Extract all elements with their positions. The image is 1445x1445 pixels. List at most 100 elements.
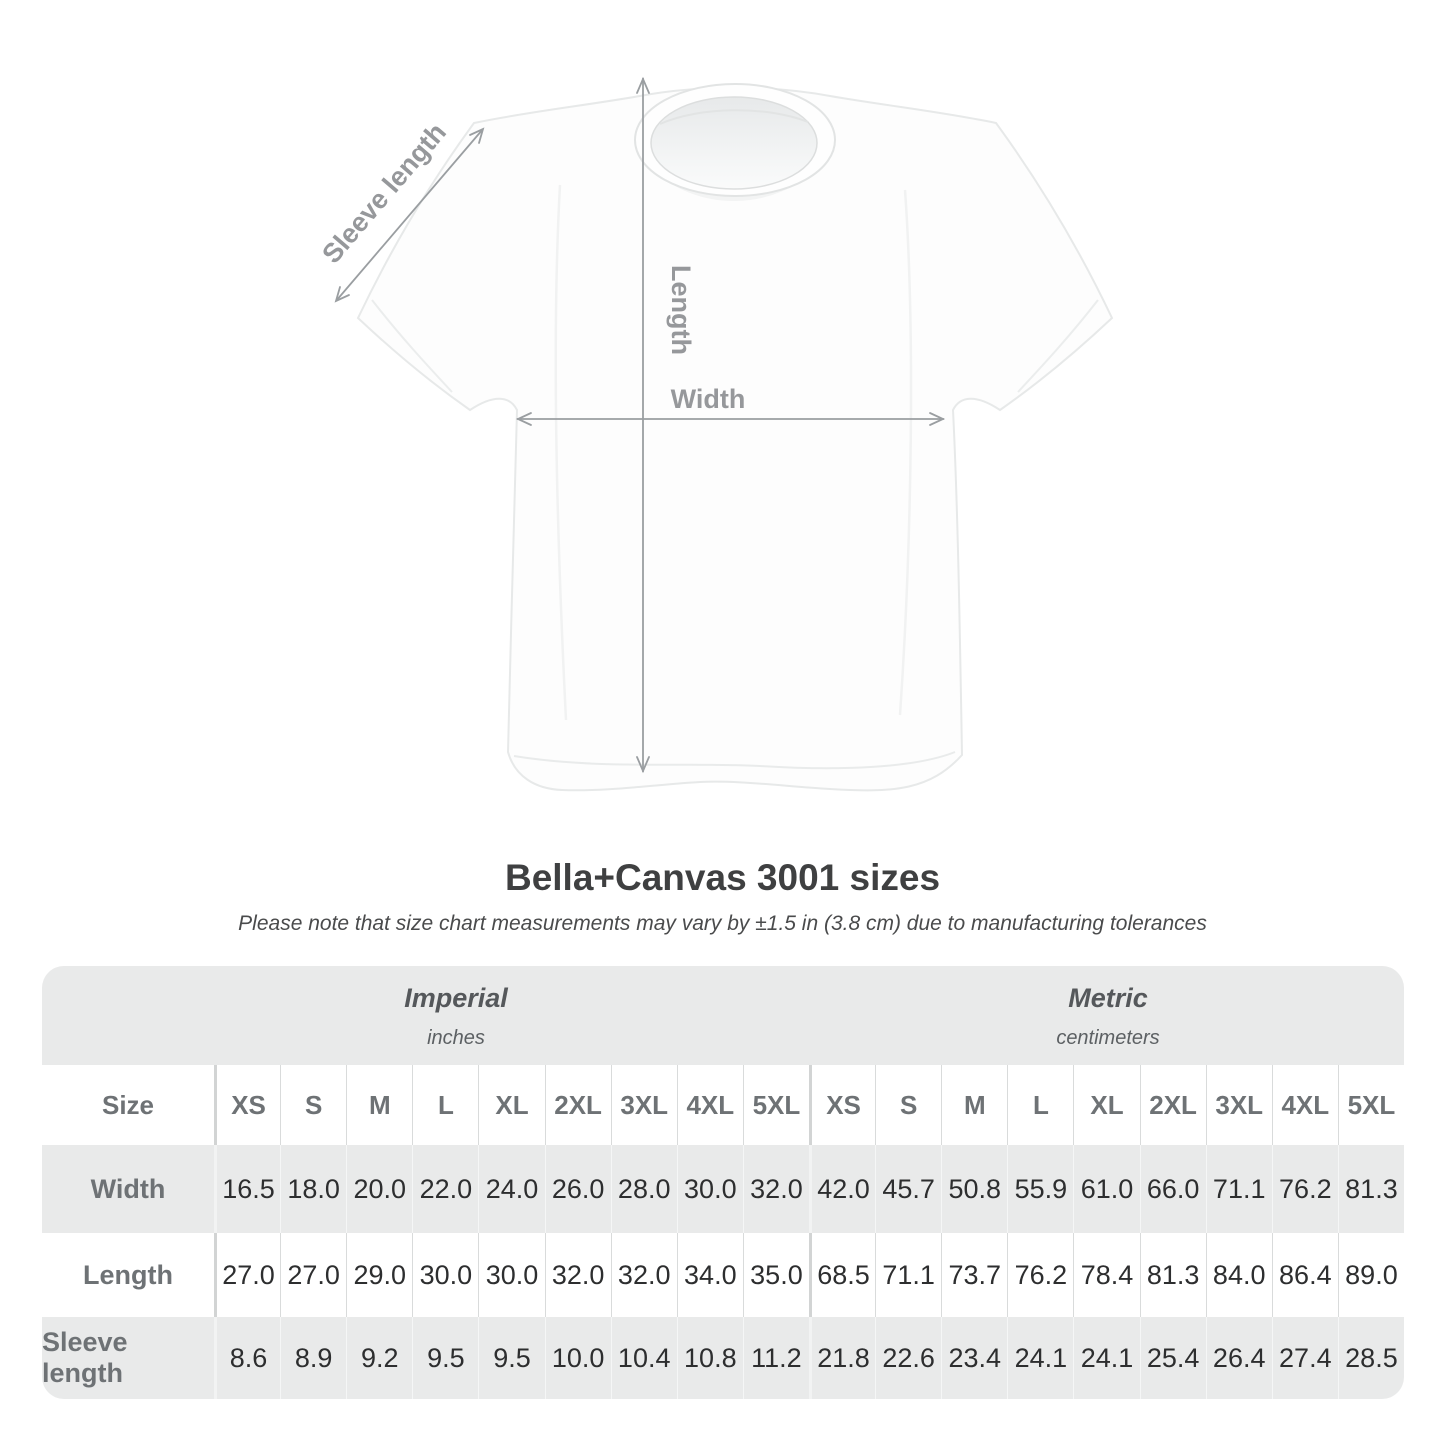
width-row: Width 16.5 18.0 20.0 22.0 24.0 26.0 28.0…: [42, 1145, 1404, 1233]
cell: 89.0: [1337, 1233, 1404, 1317]
arrowhead-right: [929, 412, 946, 426]
cell: 30.0: [478, 1233, 544, 1317]
row-label: Sleeve length: [42, 1327, 128, 1388]
cell: 61.0: [1073, 1145, 1139, 1233]
cell: 9.2: [346, 1317, 412, 1399]
cell: 86.4: [1271, 1233, 1338, 1317]
size-col-header: XS: [214, 1065, 280, 1145]
cell: 73.7: [941, 1233, 1007, 1317]
size-col-header: L: [412, 1065, 478, 1145]
cell: 8.9: [280, 1317, 346, 1399]
arrowhead-upper: [469, 127, 485, 144]
cell: 20.0: [346, 1145, 412, 1233]
cell: 32.0: [742, 1145, 809, 1233]
cell: 32.0: [610, 1233, 677, 1317]
cell: 84.0: [1205, 1233, 1272, 1317]
size-chart-table: Imperial inches Metric centimeters Size …: [42, 966, 1404, 1399]
hem-stitch: [513, 751, 956, 770]
width-arrow: [515, 412, 946, 426]
size-col-header: 2XL: [1139, 1065, 1206, 1145]
cell: 22.0: [412, 1145, 478, 1233]
cell: 27.0: [214, 1233, 280, 1317]
cell: 71.1: [875, 1233, 941, 1317]
arrowhead-up: [636, 76, 650, 94]
cell: 68.5: [809, 1233, 875, 1317]
cell: 30.0: [412, 1233, 478, 1317]
wrinkle: [898, 189, 913, 716]
sleeve-length-arrow: [334, 127, 485, 303]
size-col-header: 5XL: [742, 1065, 809, 1145]
cell: 26.4: [1205, 1317, 1272, 1399]
row-label: Length: [83, 1259, 173, 1290]
metric-sublabel: centimeters: [1056, 1027, 1160, 1049]
imperial-label: Imperial: [404, 983, 508, 1013]
cell: 10.0: [544, 1317, 611, 1399]
arrowhead-down: [636, 756, 650, 774]
size-col-header: 5XL: [1337, 1065, 1404, 1145]
imperial-sublabel: inches: [427, 1027, 485, 1049]
cell: 50.8: [941, 1145, 1007, 1233]
cell: 76.2: [1271, 1145, 1338, 1233]
row-label: Width: [90, 1173, 166, 1204]
wrinkle: [554, 184, 568, 721]
cell: 27.4: [1271, 1317, 1338, 1399]
metric-header: Metric centimeters: [812, 966, 1404, 1065]
cell: 26.0: [544, 1145, 611, 1233]
cell: 81.3: [1337, 1145, 1404, 1233]
size-col-header: 2XL: [544, 1065, 611, 1145]
length-label: Length: [666, 265, 696, 355]
cell: 45.7: [875, 1145, 941, 1233]
cell: 9.5: [478, 1317, 544, 1399]
cell: 18.0: [280, 1145, 346, 1233]
arrowhead-left: [515, 412, 532, 426]
cell: 30.0: [676, 1145, 743, 1233]
size-col-header: 3XL: [610, 1065, 677, 1145]
cell: 21.8: [809, 1317, 875, 1399]
size-col-header: 4XL: [676, 1065, 743, 1145]
width-label: Width: [671, 384, 746, 414]
cell: 28.0: [610, 1145, 677, 1233]
cell: 66.0: [1139, 1145, 1206, 1233]
cell: 8.6: [214, 1317, 280, 1399]
cell: 24.0: [478, 1145, 544, 1233]
cell: 34.0: [676, 1233, 743, 1317]
neck-opening: [650, 96, 818, 190]
tshirt-body: [356, 86, 1114, 792]
size-col-header: S: [280, 1065, 346, 1145]
unit-header-band: Imperial inches Metric centimeters: [42, 966, 1404, 1065]
cell: 22.6: [875, 1317, 941, 1399]
size-col-header: XL: [1073, 1065, 1139, 1145]
cell: 55.9: [1007, 1145, 1073, 1233]
cell: 25.4: [1139, 1317, 1206, 1399]
cell: 9.5: [412, 1317, 478, 1399]
cell: 81.3: [1139, 1233, 1206, 1317]
left-cuff-seam: [371, 299, 453, 393]
metric-label: Metric: [1068, 983, 1148, 1013]
size-col-header: M: [346, 1065, 412, 1145]
size-header-row: Size XS S M L XL 2XL 3XL 4XL 5XL XS S M …: [42, 1065, 1404, 1145]
cell: 76.2: [1007, 1233, 1073, 1317]
cell: 71.1: [1205, 1145, 1272, 1233]
sleeve-length-row: Sleeve length 8.6 8.9 9.2 9.5 9.5 10.0 1…: [42, 1317, 1404, 1399]
cell: 35.0: [742, 1233, 809, 1317]
length-row: Length 27.0 27.0 29.0 30.0 30.0 32.0 32.…: [42, 1233, 1404, 1317]
size-col-header: M: [941, 1065, 1007, 1145]
length-arrow: [636, 76, 650, 774]
back-neck-seam: [659, 109, 809, 125]
cell: 78.4: [1073, 1233, 1139, 1317]
cell: 10.8: [676, 1317, 743, 1399]
cell: 32.0: [544, 1233, 611, 1317]
tolerance-note: Please note that size chart measurements…: [238, 912, 1207, 935]
size-col-header: L: [1007, 1065, 1073, 1145]
cell: 42.0: [809, 1145, 875, 1233]
size-header-label: Size: [101, 1089, 155, 1120]
cell: 29.0: [346, 1233, 412, 1317]
cell: 24.1: [1007, 1317, 1073, 1399]
size-col-header: 4XL: [1271, 1065, 1338, 1145]
arrowhead-lower: [334, 286, 350, 303]
size-col-header: XS: [809, 1065, 875, 1145]
cell: 28.5: [1337, 1317, 1404, 1399]
cell: 23.4: [941, 1317, 1007, 1399]
cell: 10.4: [610, 1317, 677, 1399]
tshirt-measurement-diagram: Sleeve length Length Width: [316, 76, 1114, 792]
